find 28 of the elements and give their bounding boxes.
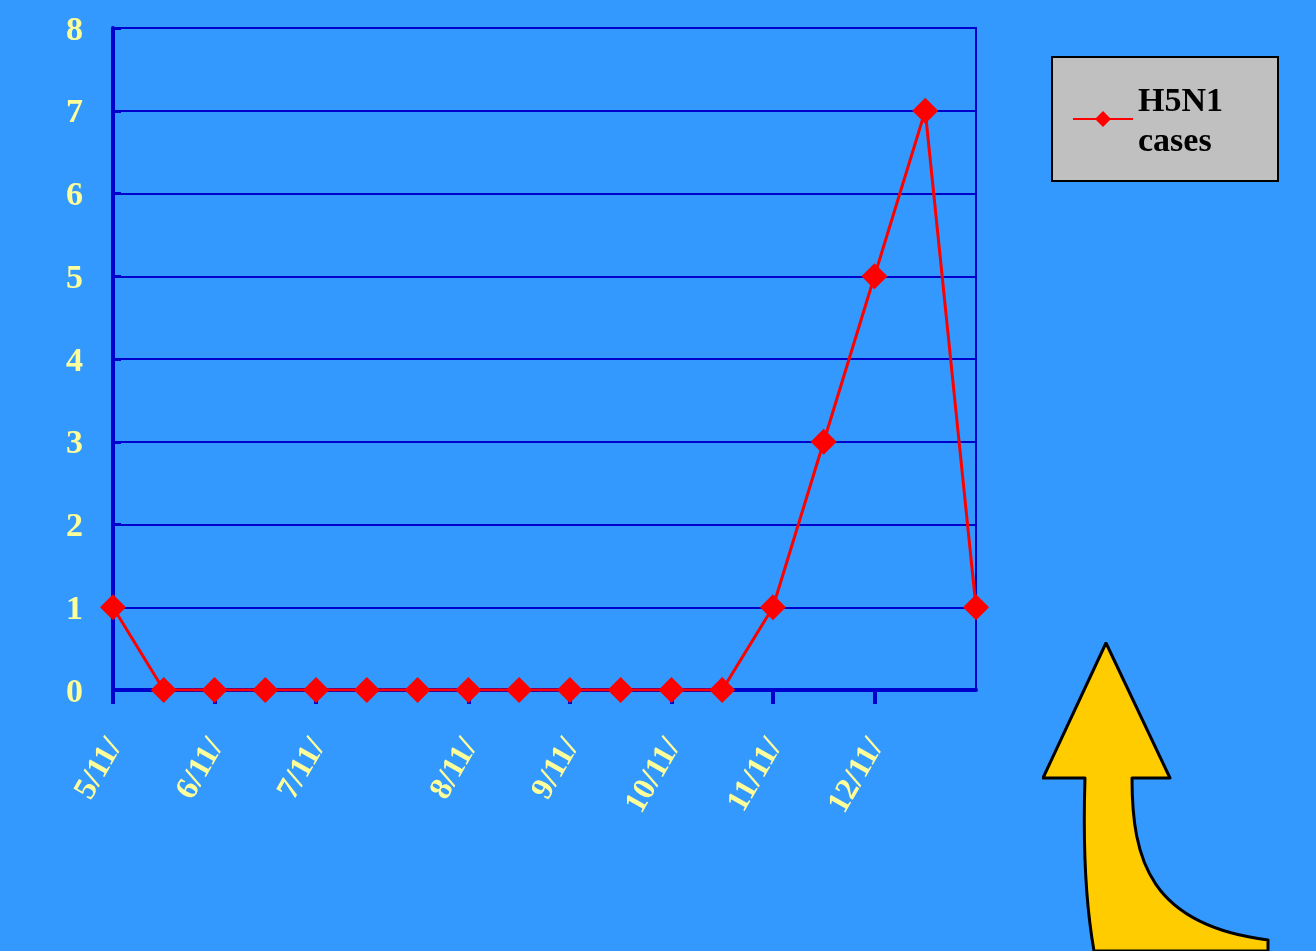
point <box>556 677 583 703</box>
point <box>810 428 837 455</box>
point <box>709 677 736 703</box>
point <box>404 677 431 703</box>
y-tick-label: 0 <box>66 671 83 709</box>
point <box>150 677 177 703</box>
y-tick-label: 3 <box>66 423 83 461</box>
y-tick-label: 4 <box>66 340 83 378</box>
point <box>455 677 482 703</box>
y-tick-label: 7 <box>66 92 83 130</box>
point <box>506 677 533 703</box>
point <box>912 97 939 124</box>
point <box>303 677 330 703</box>
y-tick-label: 5 <box>66 257 83 295</box>
legend-label: H5N1 cases <box>1138 80 1232 158</box>
y-tick-label: 1 <box>66 588 83 626</box>
point <box>861 263 888 290</box>
y-tick-label: 2 <box>66 506 83 543</box>
point <box>353 677 380 703</box>
y-tick-label: 6 <box>66 175 83 212</box>
point <box>201 677 228 703</box>
point <box>252 677 279 703</box>
point <box>607 677 634 703</box>
point <box>759 594 786 621</box>
point <box>100 594 126 621</box>
y-tick-label: 8 <box>66 9 83 47</box>
point <box>658 677 685 703</box>
point <box>963 594 989 621</box>
